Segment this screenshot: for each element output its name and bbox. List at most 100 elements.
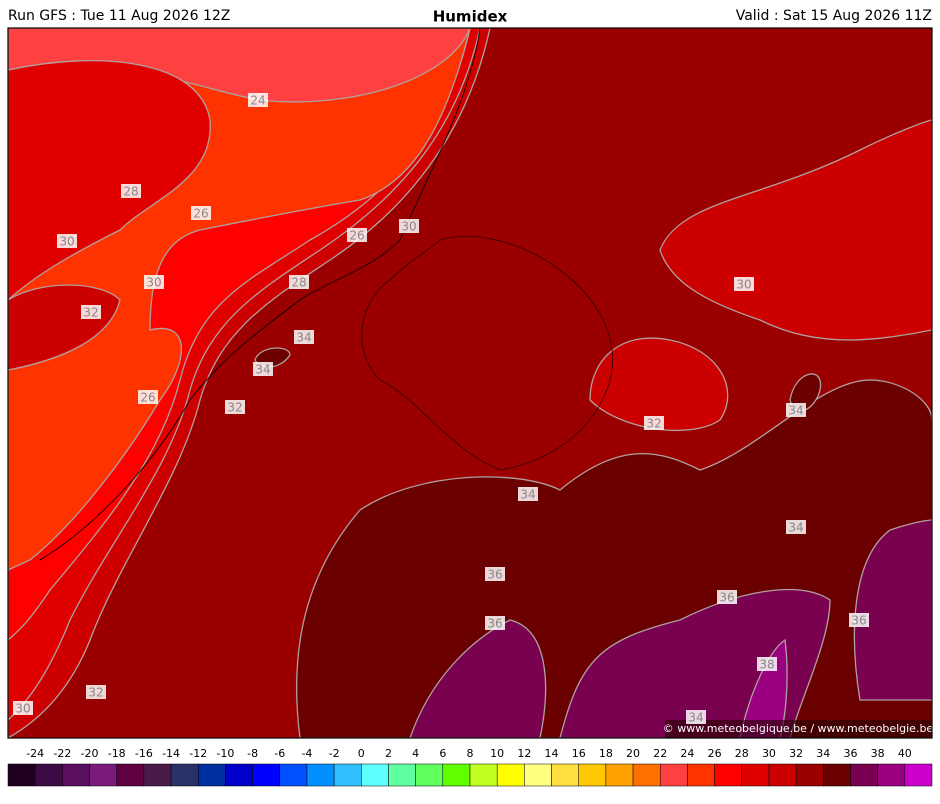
colorbar-swatch [225,763,253,787]
contour-label: 32 [227,401,242,415]
contour-label: 28 [291,276,306,290]
colorbar-label: 0 [358,747,365,760]
contour-label-box [289,275,309,289]
contour-label: 34 [255,363,270,377]
colorbar-swatch [714,763,743,787]
colorbar-swatch [34,763,63,787]
colorbar-label: -24 [26,747,44,760]
coastline [39,28,481,561]
contour-label: 38 [759,658,774,672]
contour-label: 34 [788,521,803,535]
valid-info: Valid : Sat 15 Aug 2026 11Z [736,8,932,24]
colorbar-swatch [850,763,878,787]
colorbar-swatch [605,763,634,787]
map-title: Humidex [433,8,508,26]
contour-labels: 24 28 26 30 26 30 30 28 32 34 34 26 32 30 34 32 34 34 36 36… [13,93,869,725]
contour-label-box [757,657,777,671]
contour-label-box [686,710,706,724]
contour-label-box [191,206,211,220]
colorbar-swatch [687,763,715,787]
contour-label-box [485,616,505,630]
contour-label: 32 [646,417,661,431]
colorbar-label: -10 [216,747,234,760]
colorbar-swatch [89,763,117,787]
contour-label-box [57,234,77,248]
contour-label: 30 [59,235,74,249]
contour-label: 30 [146,276,161,290]
colorbar-swatch [415,763,444,787]
colorbar-label: 10 [490,747,504,760]
map-fields: © www.meteobelgique.be / www.meteobelgie… [8,28,934,738]
colorbar-swatch [116,763,145,787]
contour-label-box [786,520,806,534]
contour-label-box [786,403,806,417]
contour-label: 36 [851,614,866,628]
contour-label-box [485,567,505,581]
contour-label: 32 [83,306,98,320]
colorbar-label: 12 [517,747,531,760]
colorbar-label: -8 [247,747,258,760]
contour-label: 32 [88,686,103,700]
colorbar-swatch [279,763,308,787]
colorbar-label: 30 [762,747,776,760]
colorbar-label: 32 [789,747,803,760]
contour-label: 30 [401,220,416,234]
colorbar-label: 18 [599,747,613,760]
colorbar: -24 -22 -20 -18 -16 -14 -12 -10 -8 -6 -4 -2 0 2 4 6 8 10 1… [7,747,933,787]
colorbar-swatch [741,763,770,787]
field-30c [659,119,932,341]
colorbar-label: -16 [135,747,153,760]
colorbar-swatch [795,763,824,787]
field-36 [409,619,547,738]
colorbar-label: 6 [439,747,446,760]
colorbar-swatch [306,763,335,787]
contour-label: 26 [193,207,208,221]
colorbar-swatch [62,763,90,787]
colorbar-label: 14 [545,747,559,760]
colorbar-label: 34 [816,747,830,760]
colorbar-label: -14 [162,747,180,760]
contour-label-box [849,613,869,627]
colorbar-swatch [551,763,579,787]
colorbar-swatch [768,763,797,787]
contour-label-box [121,184,141,198]
colorbar-swatch [632,763,661,787]
contour-label-box [734,277,754,291]
contour-label-box [81,305,101,319]
contour-label-box [144,275,164,289]
colorbar-label: -20 [81,747,99,760]
colorbar-swatch [333,763,362,787]
colorbar-swatch [388,763,416,787]
credit: © www.meteobelgique.be / www.meteobelgie… [663,722,934,735]
colorbar-label: 8 [467,747,474,760]
colorbar-swatch [823,763,851,787]
contour-label-box [347,228,367,242]
contour-label: 30 [736,278,751,292]
colorbar-label: 36 [843,747,857,760]
field-36c [853,519,932,701]
colorbar-label: 2 [385,747,392,760]
contour-label-box [294,330,314,344]
colorbar-swatch [442,763,471,787]
contour-label-box [644,416,664,430]
colorbar-swatch [361,763,389,787]
colorbar-label: -22 [53,747,71,760]
colorbar-label: 22 [653,747,667,760]
contour-label-box [13,701,33,715]
colorbar-label: 38 [871,747,885,760]
colorbar-swatch [143,763,172,787]
contour-label-box [86,685,106,699]
colorbar-swatch [252,763,281,787]
colorbar-swatch [578,763,607,787]
border-lines [361,235,613,471]
colorbar-swatch [7,763,36,787]
contour-label-box [717,590,737,604]
contour-label-box [138,390,158,404]
colorbar-swatch [170,763,199,787]
contour-label: 36 [487,568,502,582]
colorbar-label: 26 [708,747,722,760]
colorbar-swatch [659,763,688,787]
colorbar-label: 28 [735,747,749,760]
contour-label: 34 [788,404,803,418]
